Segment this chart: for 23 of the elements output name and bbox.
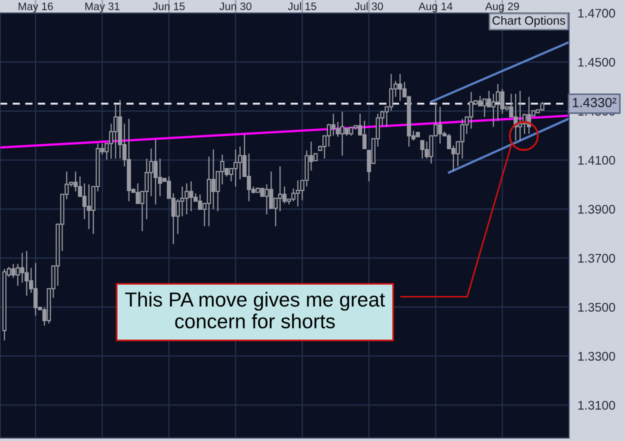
x-tick-label: May 31 (85, 2, 120, 12)
y-tick-label: 1.3500 (578, 302, 616, 312)
ref-line-label: 1.4330² (572, 98, 616, 108)
x-tick-label: Jul 30 (354, 2, 383, 10)
candlestick (540, 101, 544, 112)
y-tick-label: 1.3700 (578, 254, 616, 263)
y-tick-label: 1.4100 (578, 156, 616, 165)
y-tick-label: 1.3300 (578, 352, 616, 361)
annotation: This PA move gives me great concern for shorts (125, 292, 385, 328)
y-tick-label: 1.4500 (578, 58, 616, 67)
x-tick-label: Jul 15 (288, 2, 316, 10)
x-tick-label: Aug 14 (418, 2, 452, 12)
annotation: Chart Options (492, 16, 566, 28)
x-tick-label: Jun 15 (152, 2, 185, 10)
x-tick-label: May 16 (18, 2, 53, 12)
y-tick-label: 1.3100 (578, 400, 616, 410)
candlestick (526, 96, 532, 134)
y-tick-label: 1.4700 (578, 8, 616, 18)
candlestick (33, 262, 38, 316)
x-tick-label: Jun 30 (220, 2, 252, 10)
y-tick-label: 1.3900 (578, 204, 616, 214)
candlestick (416, 131, 420, 138)
x-tick-label: Aug 29 (485, 2, 519, 12)
